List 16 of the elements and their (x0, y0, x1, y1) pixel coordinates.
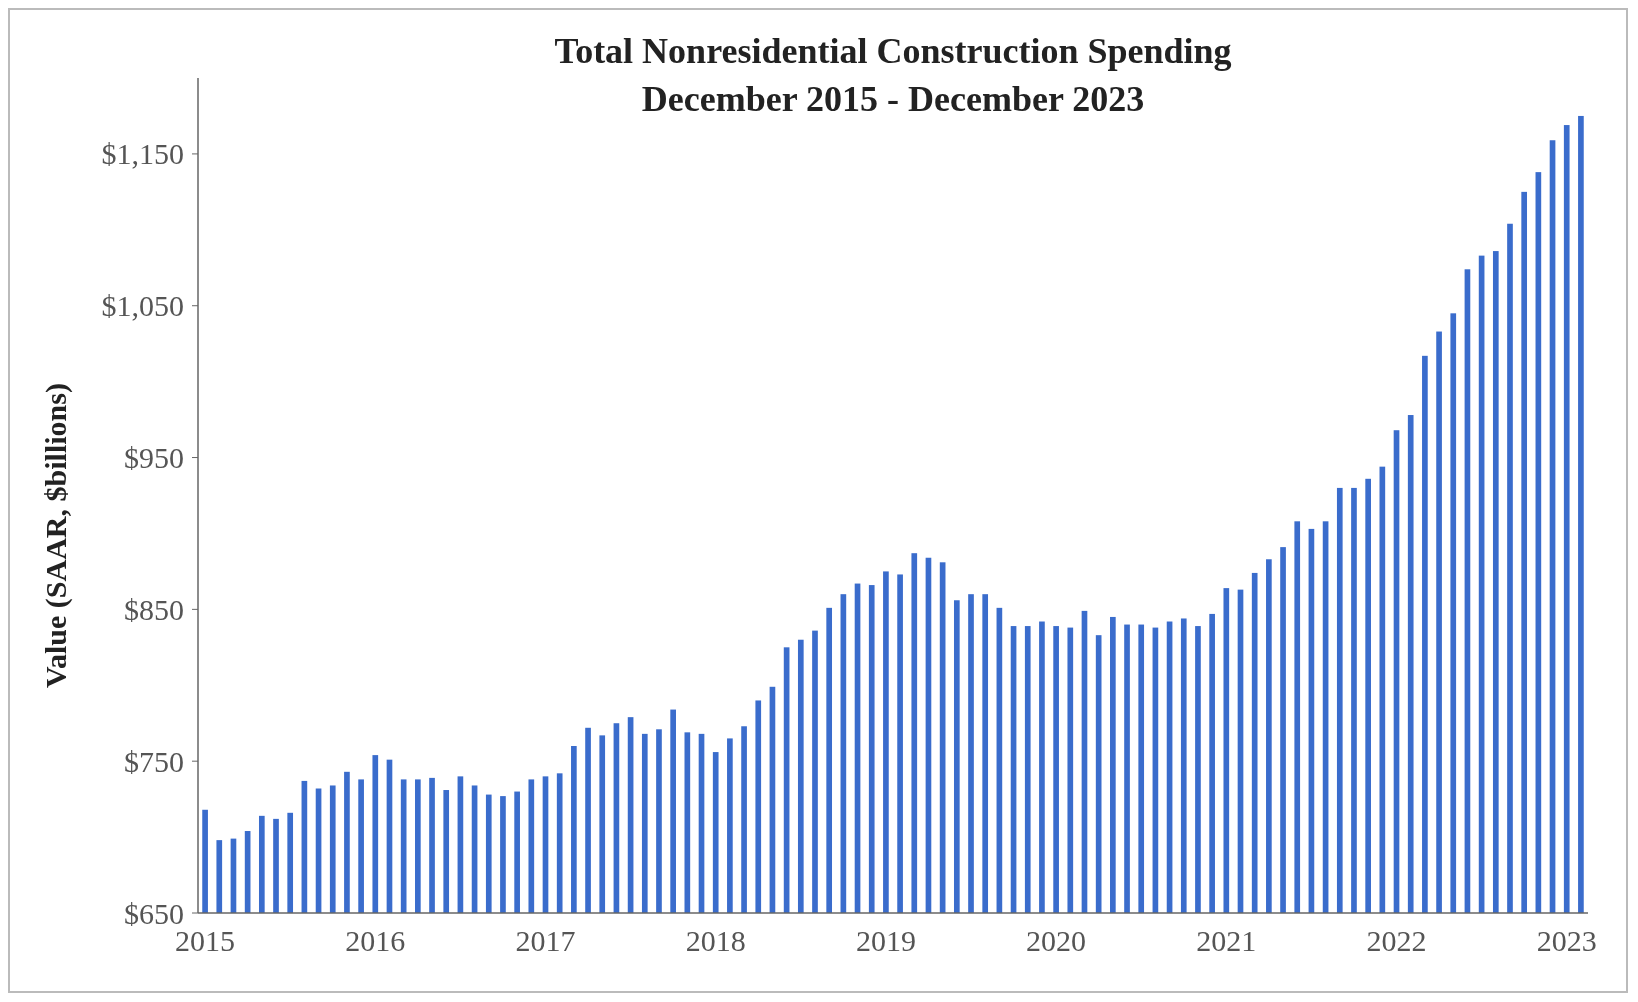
x-tick-label: 2021 (1196, 924, 1257, 957)
y-tick-label: $950 (124, 441, 184, 475)
chart-title: Total Nonresidential Construction Spending (554, 31, 1232, 71)
y-axis-title: Value (SAAR, $billions) (39, 383, 73, 688)
y-tick-label: $1,050 (101, 289, 184, 323)
chart-subtitle: December 2015 - December 2023 (641, 79, 1145, 119)
x-tick-label: 2019 (855, 924, 916, 957)
x-tick-label: 2023 (1536, 924, 1597, 957)
x-tick-label: 2016 (345, 924, 406, 957)
y-tick-label: $1,150 (101, 137, 184, 171)
y-tick-label: $850 (124, 592, 184, 626)
x-tick-label: 2017 (515, 924, 576, 957)
x-tick-label: 2020 (1026, 924, 1087, 957)
x-tick-label: 2018 (685, 924, 746, 957)
x-tick-label: 2022 (1366, 924, 1427, 957)
y-tick-label: $750 (124, 744, 184, 778)
